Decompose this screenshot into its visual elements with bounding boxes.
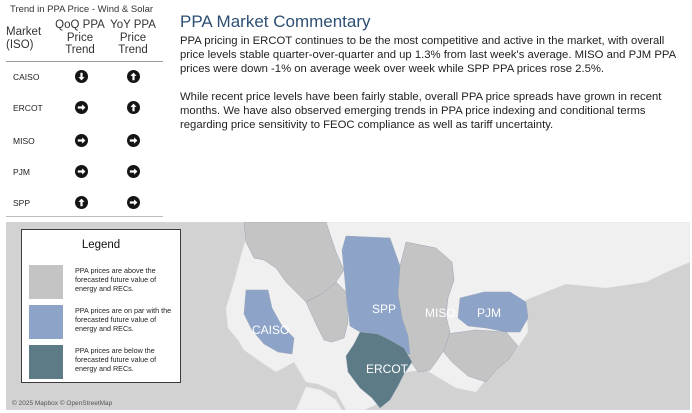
yoy-trend-arrow-icon <box>127 101 140 114</box>
map-label-caiso: CAISO <box>252 323 289 337</box>
yoy-trend-arrow-icon <box>127 196 140 209</box>
legend-swatch <box>29 265 63 299</box>
commentary-title: PPA Market Commentary <box>180 12 371 31</box>
market-name: ERCOT <box>13 103 43 113</box>
table-row: MISO <box>0 132 164 152</box>
region-mountain <box>305 281 349 343</box>
southern-land <box>295 386 343 410</box>
qoq-trend-arrow-icon <box>75 165 88 178</box>
trend-table-title: Trend in PPA Price - Wind & Solar <box>10 4 154 15</box>
yoy-trend-arrow-icon <box>127 70 140 83</box>
yoy-trend-arrow-icon <box>127 165 140 178</box>
table-row: CAISO <box>0 68 164 88</box>
commentary-paragraph: While recent price levels have been fair… <box>180 90 662 132</box>
region-ercot <box>345 331 413 409</box>
map-canvas[interactable]: CAISO SPP MISO PJM ERCOT <box>6 222 690 410</box>
header-yoy-trend: YoY PPA Price Trend <box>110 19 156 56</box>
legend-swatch <box>29 305 63 339</box>
header-divider <box>6 61 163 62</box>
qoq-trend-arrow-icon <box>75 134 88 147</box>
trend-table: Trend in PPA Price - Wind & Solar Market… <box>0 0 164 220</box>
market-name: SPP <box>13 198 31 208</box>
legend-item-above: PPA prices are above the forecasted futu… <box>29 265 179 301</box>
market-name: CAISO <box>13 72 40 82</box>
header-market: Market (ISO) <box>6 26 42 51</box>
legend-text: PPA prices are below the forecasted futu… <box>75 346 157 373</box>
table-row: SPP <box>0 194 164 214</box>
region-caiso <box>243 289 295 355</box>
yoy-trend-arrow-icon <box>127 134 140 147</box>
map-legend: Legend PPA prices are above the forecast… <box>21 229 181 383</box>
map-attribution[interactable]: © 2025 Mapbox © OpenStreetMap <box>12 400 113 407</box>
map-label-spp: SPP <box>372 302 396 316</box>
qoq-trend-arrow-icon <box>75 101 88 114</box>
legend-title: Legend <box>81 239 121 251</box>
iso-map[interactable]: CAISO SPP MISO PJM ERCOT Legend PPA pric… <box>6 222 690 410</box>
market-commentary: PPA Market Commentary PPA pricing in ERC… <box>180 12 680 132</box>
qoq-trend-arrow-icon <box>75 70 88 83</box>
market-name: MISO <box>13 136 35 146</box>
commentary-paragraph: PPA pricing in ERCOT continues to be the… <box>180 35 676 76</box>
region-southeast <box>441 329 519 383</box>
legend-swatch <box>29 345 63 379</box>
legend-item-on-par: PPA prices are on par with the forecaste… <box>29 305 179 341</box>
table-row: PJM <box>0 163 164 183</box>
map-label-miso: MISO <box>425 306 456 320</box>
table-bottom-divider <box>6 216 163 217</box>
map-label-pjm: PJM <box>477 306 501 320</box>
region-northwest <box>243 222 345 303</box>
market-name: PJM <box>13 167 30 177</box>
table-row: ERCOT <box>0 99 164 119</box>
qoq-trend-arrow-icon <box>75 196 88 209</box>
header-qoq-trend: QoQ PPA Price Trend <box>55 19 105 56</box>
map-label-ercot: ERCOT <box>366 362 409 376</box>
legend-text: PPA prices are on par with the forecaste… <box>75 306 172 333</box>
legend-text: PPA prices are above the forecasted futu… <box>75 266 157 293</box>
legend-item-below: PPA prices are below the forecasted futu… <box>29 345 179 381</box>
region-pjm <box>457 291 529 333</box>
